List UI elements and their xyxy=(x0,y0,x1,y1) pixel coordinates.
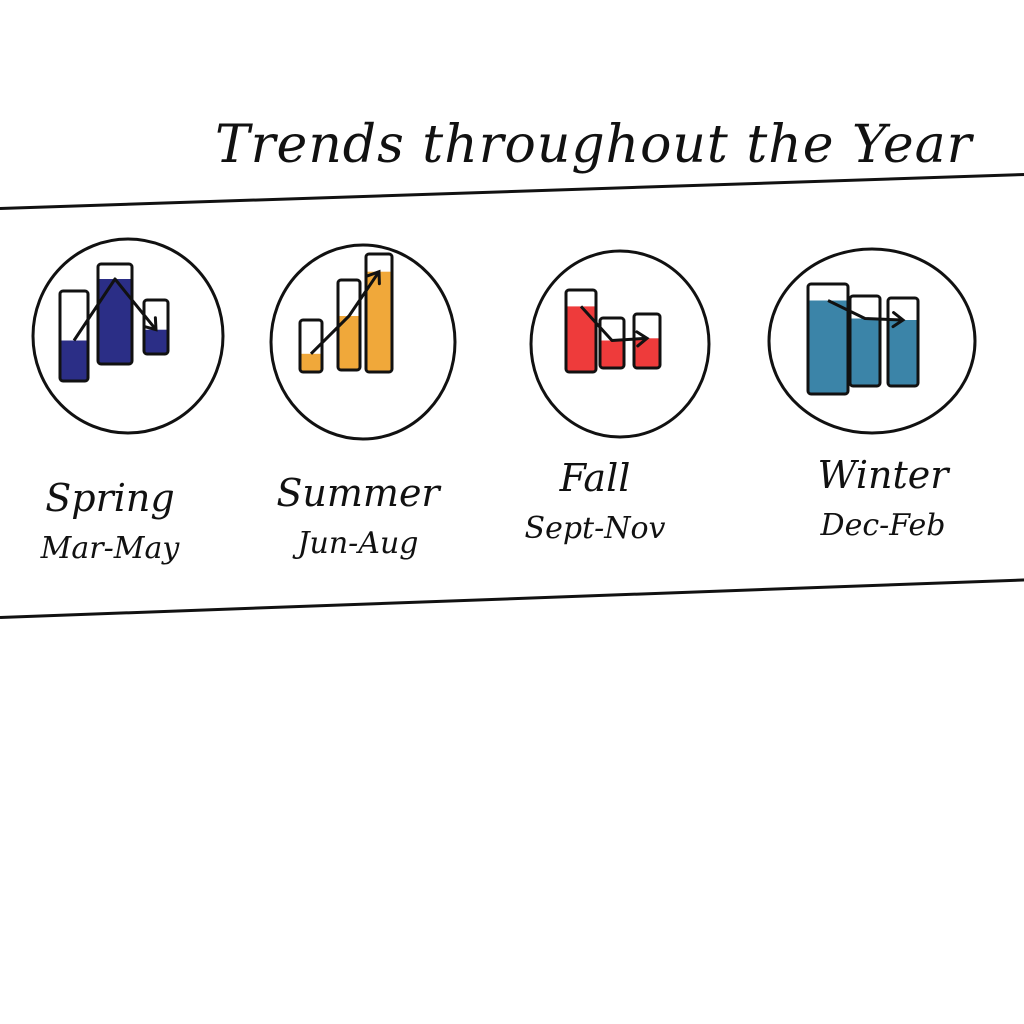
bar-fill xyxy=(888,320,918,386)
bar-fill xyxy=(60,340,88,381)
season-badge-fall xyxy=(528,248,712,440)
trend-arrow-head xyxy=(891,311,906,329)
season-name: Summer xyxy=(276,471,440,515)
bar-outline xyxy=(598,316,626,370)
trend-arrow-line xyxy=(309,270,381,355)
bar-fill xyxy=(338,316,360,370)
bar-fill xyxy=(850,318,880,386)
bar-outline xyxy=(806,282,850,396)
bar-fill xyxy=(300,353,322,372)
summer-trend-icon xyxy=(269,243,457,441)
bar-outline xyxy=(298,318,324,374)
season-months: Jun-Aug xyxy=(297,526,419,561)
trend-arrow-line xyxy=(579,305,648,342)
winter-trend-icon xyxy=(767,247,977,435)
season-name: Spring xyxy=(45,476,175,520)
season-badge-winter xyxy=(766,246,978,436)
season-months: Dec-Feb xyxy=(820,508,946,543)
season-badge-summer xyxy=(268,242,458,442)
bottom-divider xyxy=(0,578,1024,619)
badge-circle xyxy=(269,243,457,441)
bar-outline xyxy=(58,289,90,383)
bar-fill xyxy=(808,300,848,394)
bar-outline xyxy=(886,296,920,388)
season-badge-spring xyxy=(30,236,226,436)
bar-fill xyxy=(600,340,624,368)
season-winter: Winter Dec-Feb xyxy=(778,452,988,546)
bar-fill xyxy=(634,338,660,368)
season-name: Winter xyxy=(817,453,949,497)
trend-arrow-line xyxy=(827,299,904,322)
bar-outline xyxy=(96,262,134,366)
badge-circle xyxy=(529,249,711,439)
season-fall: Fall Sept-Nov xyxy=(490,455,700,549)
bar-fill xyxy=(144,329,168,354)
season-spring: Spring Mar-May xyxy=(5,475,215,569)
bar-outline xyxy=(848,294,882,388)
season-months: Sept-Nov xyxy=(524,511,666,546)
trend-arrow-head xyxy=(366,269,381,286)
bar-outline xyxy=(364,252,394,374)
page-title: Trends throughout the Year xyxy=(215,115,973,175)
badge-circle xyxy=(31,237,225,435)
season-months: Mar-May xyxy=(40,531,180,566)
trend-arrow-head xyxy=(635,330,650,348)
spring-trend-icon xyxy=(31,237,225,435)
fall-trend-icon xyxy=(529,249,711,439)
trend-arrow-head xyxy=(142,316,158,332)
trend-arrow-line xyxy=(72,277,158,342)
badge-circle xyxy=(767,247,977,435)
season-summer: Summer Jun-Aug xyxy=(253,470,463,564)
season-name: Fall xyxy=(559,456,631,500)
bar-outline xyxy=(632,312,662,370)
bar-outline xyxy=(564,288,598,374)
bar-fill xyxy=(366,271,392,372)
